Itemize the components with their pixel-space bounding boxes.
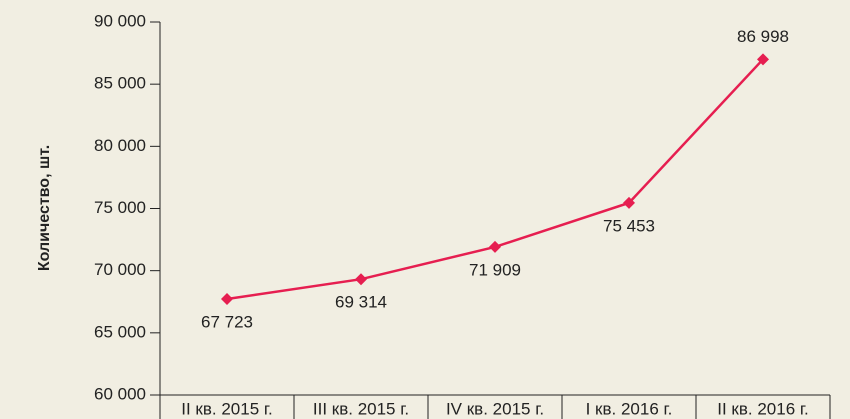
y-tick-label: 70 000 <box>94 260 146 279</box>
x-tick-label: IV кв. 2015 г. <box>446 399 544 418</box>
marker <box>757 53 769 66</box>
marker <box>221 292 233 305</box>
y-tick-label: 65 000 <box>94 322 146 341</box>
y-tick-label: 60 000 <box>94 384 146 403</box>
data-label: 67 723 <box>201 312 253 331</box>
data-label: 86 998 <box>737 27 789 46</box>
data-label: 69 314 <box>335 293 387 312</box>
x-tick-label: I кв. 2016 г. <box>586 399 673 418</box>
y-axis-label: Количество, шт. <box>36 145 53 271</box>
x-tick-label: II кв. 2016 г. <box>717 399 808 418</box>
data-label: 71 909 <box>469 260 521 279</box>
x-tick-label: III кв. 2015 г. <box>313 399 409 418</box>
y-tick-label: 90 000 <box>94 11 146 30</box>
y-tick-label: 85 000 <box>94 74 146 93</box>
marker <box>623 196 635 209</box>
y-tick-label: 80 000 <box>94 136 146 155</box>
marker <box>489 240 501 253</box>
y-tick-label: 75 000 <box>94 198 146 217</box>
x-tick-label: II кв. 2015 г. <box>181 399 272 418</box>
data-label: 75 453 <box>603 216 655 235</box>
marker <box>355 273 367 286</box>
